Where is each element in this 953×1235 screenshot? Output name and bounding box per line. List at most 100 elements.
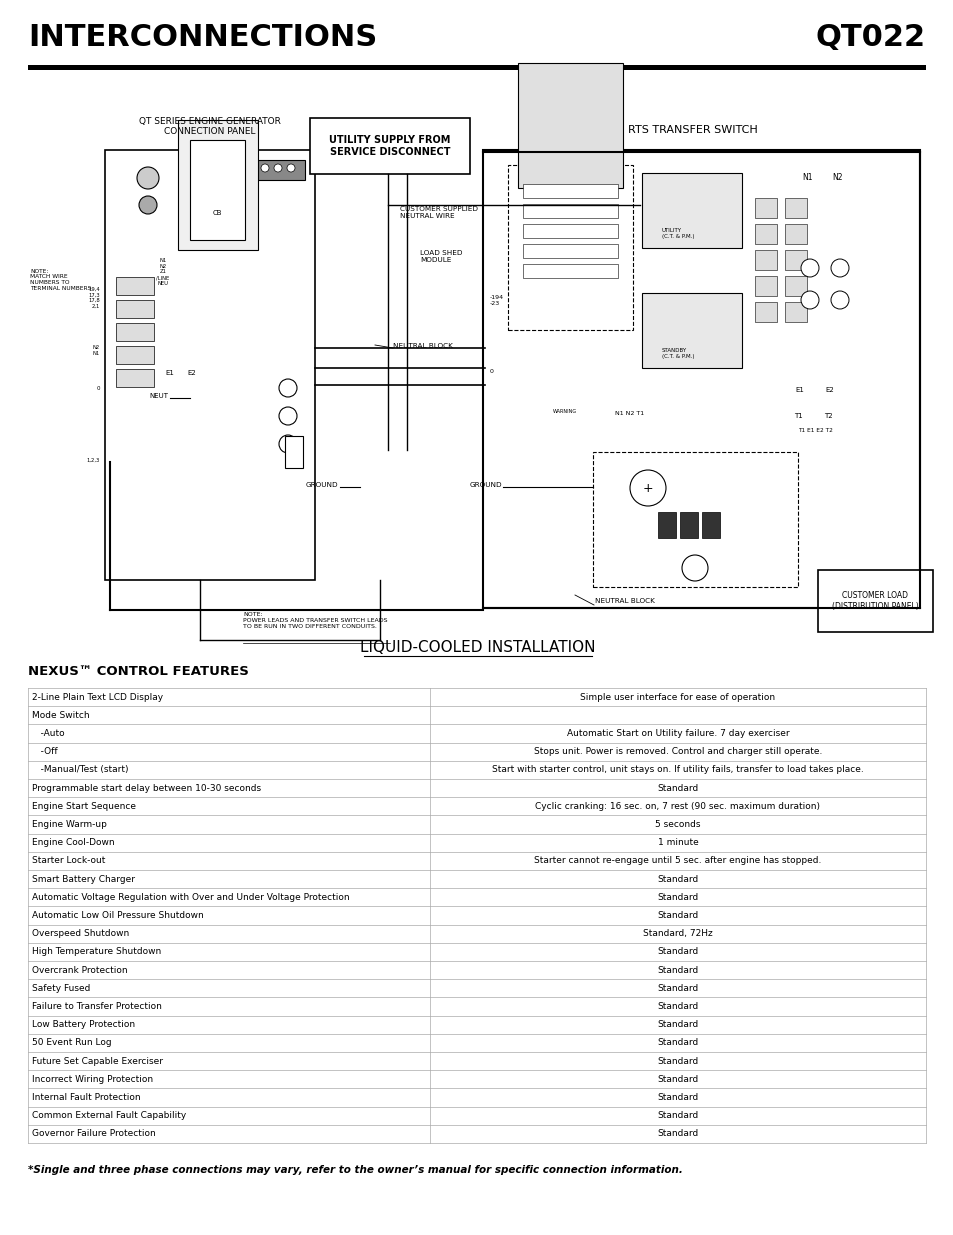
Circle shape — [234, 164, 243, 172]
Text: Internal Fault Protection: Internal Fault Protection — [32, 1093, 140, 1102]
Bar — [28, 1071, 925, 1088]
Circle shape — [278, 379, 296, 396]
Bar — [522, 184, 618, 198]
Bar — [116, 324, 153, 341]
Text: Standard: Standard — [657, 1057, 698, 1066]
Text: Standard: Standard — [657, 1002, 698, 1011]
Text: Start with starter control, unit stays on. If utility fails, transfer to load ta: Start with starter control, unit stays o… — [492, 766, 863, 774]
Circle shape — [278, 408, 296, 425]
Text: UTILITY
(C.T. & P.M.): UTILITY (C.T. & P.M.) — [661, 228, 694, 240]
Circle shape — [287, 164, 294, 172]
Text: Standard: Standard — [657, 893, 698, 902]
Circle shape — [274, 164, 282, 172]
Text: Automatic Voltage Regulation with Over and Under Voltage Protection: Automatic Voltage Regulation with Over a… — [32, 893, 349, 902]
Text: Engine Warm-up: Engine Warm-up — [32, 820, 107, 829]
Bar — [28, 1034, 925, 1052]
Bar — [28, 725, 925, 742]
Text: T1 E1 E2 T2: T1 E1 E2 T2 — [797, 429, 832, 433]
Text: E1: E1 — [795, 387, 803, 393]
Bar — [517, 63, 622, 188]
Circle shape — [681, 555, 707, 580]
Text: Automatic Low Oil Pressure Shutdown: Automatic Low Oil Pressure Shutdown — [32, 911, 204, 920]
Text: LIQUID-COOLED INSTALLATION: LIQUID-COOLED INSTALLATION — [360, 640, 595, 655]
Bar — [190, 140, 245, 240]
Bar — [28, 852, 925, 869]
Bar — [658, 513, 676, 538]
Bar — [28, 1015, 925, 1034]
Bar — [28, 834, 925, 852]
Bar — [116, 346, 153, 364]
Text: Starter Lock-out: Starter Lock-out — [32, 856, 105, 866]
Bar — [28, 961, 925, 979]
Text: Standard: Standard — [657, 1020, 698, 1029]
Text: Smart Battery Charger: Smart Battery Charger — [32, 874, 135, 883]
Bar — [105, 149, 314, 580]
Text: 50 Event Run Log: 50 Event Run Log — [32, 1039, 112, 1047]
Circle shape — [261, 164, 269, 172]
Text: QT022: QT022 — [815, 23, 925, 52]
Text: Standard: Standard — [657, 911, 698, 920]
Text: -Off: -Off — [32, 747, 57, 756]
Bar — [116, 300, 153, 317]
Text: UTILITY SUPPLY FROM
SERVICE DISCONNECT: UTILITY SUPPLY FROM SERVICE DISCONNECT — [329, 135, 450, 157]
Text: N2: N2 — [832, 173, 842, 182]
Text: NEXUS™ CONTROL FEATURES: NEXUS™ CONTROL FEATURES — [28, 664, 249, 678]
Circle shape — [137, 167, 159, 189]
Bar — [28, 815, 925, 834]
Text: Failure to Transfer Protection: Failure to Transfer Protection — [32, 1002, 162, 1011]
Text: WARNING: WARNING — [553, 409, 577, 414]
Bar — [194, 161, 305, 180]
Circle shape — [801, 259, 818, 277]
Text: RTS TRANSFER SWITCH: RTS TRANSFER SWITCH — [627, 125, 757, 135]
Bar — [754, 303, 776, 322]
Text: NEUTRAL BLOCK: NEUTRAL BLOCK — [393, 343, 453, 350]
Bar — [28, 906, 925, 925]
Circle shape — [195, 164, 204, 172]
Text: Engine Start Sequence: Engine Start Sequence — [32, 802, 136, 811]
Bar — [754, 275, 776, 296]
Text: Cyclic cranking: 16 sec. on, 7 rest (90 sec. maximum duration): Cyclic cranking: 16 sec. on, 7 rest (90 … — [535, 802, 820, 811]
Text: Automatic Start on Utility failure. 7 day exerciser: Automatic Start on Utility failure. 7 da… — [566, 729, 788, 739]
Circle shape — [248, 164, 255, 172]
Bar — [28, 925, 925, 942]
Bar — [641, 293, 741, 368]
Circle shape — [830, 259, 848, 277]
Text: Mode Switch: Mode Switch — [32, 711, 90, 720]
Text: E1: E1 — [166, 370, 174, 375]
Bar — [784, 224, 806, 245]
Text: N1
N2
Z1
/LINE
NEU: N1 N2 Z1 /LINE NEU — [156, 258, 170, 287]
Circle shape — [801, 291, 818, 309]
Text: GROUND: GROUND — [469, 482, 501, 488]
Bar — [522, 245, 618, 258]
Text: NEUTRAL BLOCK: NEUTRAL BLOCK — [595, 598, 654, 604]
Text: Starter cannot re-engage until 5 sec. after engine has stopped.: Starter cannot re-engage until 5 sec. af… — [534, 856, 821, 866]
Text: +: + — [642, 482, 653, 494]
Bar — [28, 979, 925, 998]
Text: NEUT: NEUT — [149, 393, 168, 399]
Bar — [679, 513, 698, 538]
Text: Standard: Standard — [657, 783, 698, 793]
Text: E2: E2 — [188, 370, 196, 375]
Text: Safety Fused: Safety Fused — [32, 984, 91, 993]
Bar — [28, 942, 925, 961]
Text: -Manual/Test (start): -Manual/Test (start) — [32, 766, 129, 774]
Text: Low Battery Protection: Low Battery Protection — [32, 1020, 135, 1029]
Text: Standard: Standard — [657, 1074, 698, 1084]
Bar — [28, 742, 925, 761]
Bar — [784, 303, 806, 322]
Text: Programmable start delay between 10-30 seconds: Programmable start delay between 10-30 s… — [32, 783, 261, 793]
Bar — [507, 165, 633, 330]
Bar — [285, 436, 303, 468]
Text: Standard: Standard — [657, 966, 698, 974]
Text: 5 seconds: 5 seconds — [655, 820, 700, 829]
Bar — [28, 798, 925, 815]
Bar — [522, 224, 618, 238]
Text: GROUND: GROUND — [305, 482, 337, 488]
Circle shape — [629, 471, 665, 506]
Bar — [178, 120, 257, 249]
Text: STANDBY
(C.T. & P.M.): STANDBY (C.T. & P.M.) — [661, 348, 694, 359]
Bar — [28, 998, 925, 1015]
Bar — [28, 761, 925, 779]
Text: Standard: Standard — [657, 947, 698, 956]
Bar — [28, 1107, 925, 1125]
